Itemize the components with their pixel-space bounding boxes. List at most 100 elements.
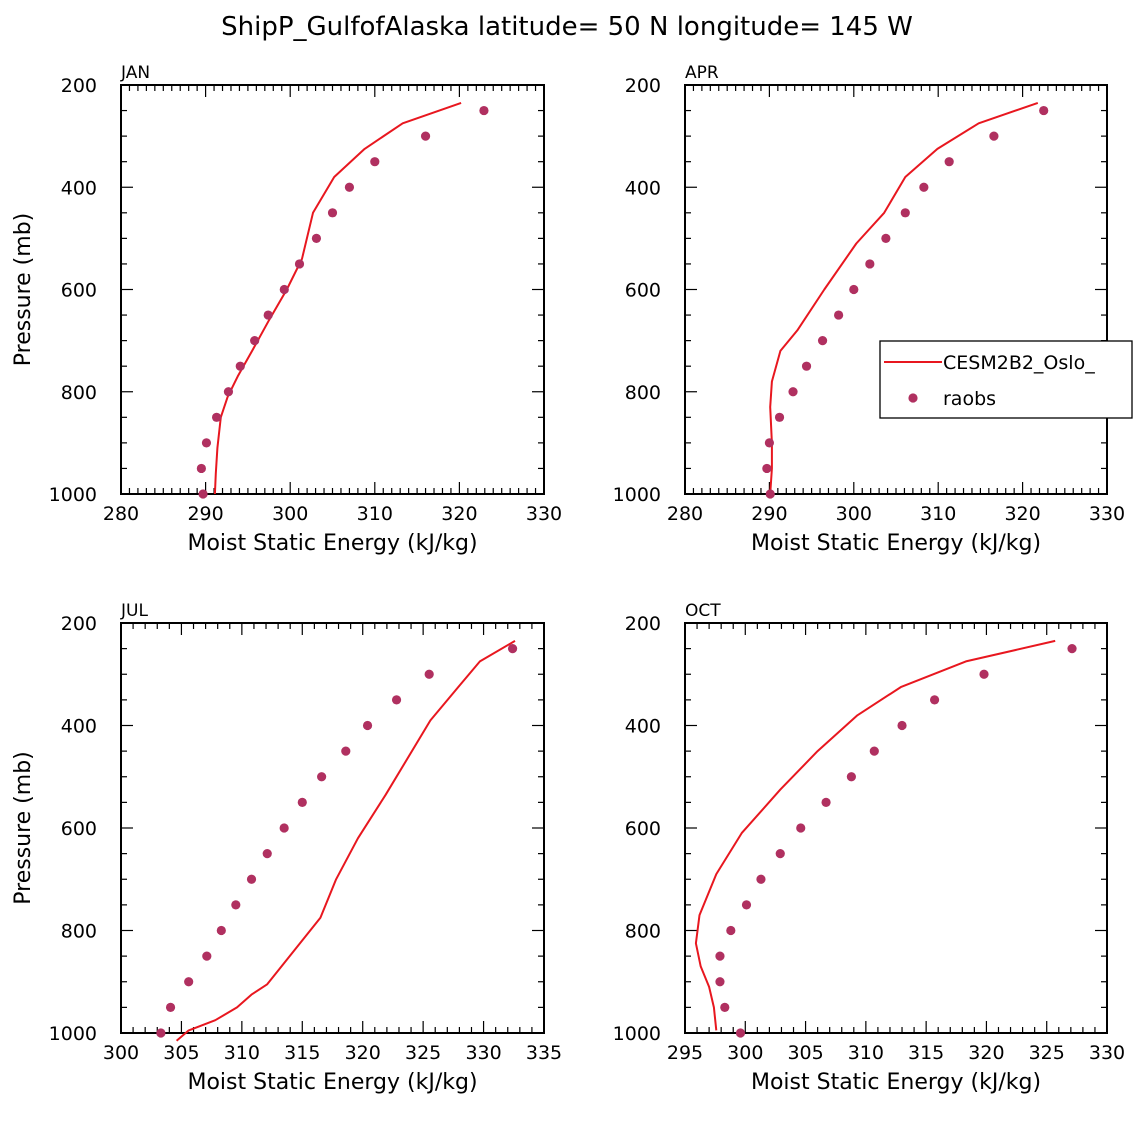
x-tick-label: 290	[751, 503, 787, 525]
panel-jul: JUL 300 305 310 315 320 325 330 335 200 400 600 800 1…	[11, 601, 562, 1095]
y-tick-label: 1000	[613, 484, 661, 506]
raobs-point	[720, 1002, 730, 1012]
raobs-point	[881, 233, 891, 243]
x-tick-label: 290	[187, 503, 223, 525]
panel-label: JAN	[120, 63, 150, 83]
x-tick-label: 335	[526, 1042, 562, 1064]
plot-frame	[120, 622, 545, 1034]
x-tick-label: 330	[526, 503, 562, 525]
y-tick-label: 200	[625, 75, 661, 97]
plot-frame	[684, 84, 1108, 495]
y-tick-label: 600	[61, 280, 97, 302]
panel-label: JUL	[120, 601, 148, 621]
raobs-point	[279, 284, 289, 295]
x-axis-label: Moist Static Energy (kJ/kg)	[187, 531, 477, 556]
panel-jan: JAN 280 290 300 310 320 330 200 400 600 800 1000 Moi…	[11, 63, 562, 556]
raobs-point	[235, 361, 245, 371]
raobs-point	[223, 387, 234, 397]
raobs-point	[989, 131, 999, 141]
panel-label: OCT	[685, 601, 721, 621]
y-tick-label: 800	[61, 921, 97, 943]
figure-title: ShipP_GulfofAlaska latitude= 50 N longit…	[221, 12, 913, 42]
model-profile-line	[769, 101, 1039, 495]
raobs-point	[201, 438, 212, 448]
x-tick-label: 315	[284, 1042, 320, 1064]
x-tick-label: 330	[1089, 503, 1125, 525]
raobs-point	[869, 746, 879, 756]
y-axis-label: Pressure (mb)	[11, 213, 36, 367]
x-tick-label: 305	[163, 1042, 199, 1064]
raobs-point	[211, 412, 222, 422]
raobs-point	[196, 463, 206, 474]
raobs-point	[246, 874, 257, 884]
x-tick-label: 320	[1004, 503, 1040, 525]
x-axis-label: Moist Static Energy (kJ/kg)	[751, 531, 1041, 556]
raobs-point	[929, 695, 940, 705]
x-tick-label: 320	[345, 1042, 381, 1064]
x-tick-label: 310	[224, 1042, 260, 1064]
x-tick-label: 300	[272, 503, 308, 525]
y-tick-label: 600	[625, 818, 661, 840]
x-tick-label: 280	[103, 503, 139, 525]
x-tick-label: 310	[357, 503, 393, 525]
y-tick-label: 400	[625, 716, 661, 738]
raobs-point	[919, 182, 929, 192]
x-tick-label: 280	[667, 503, 703, 525]
raobs-point	[479, 105, 489, 116]
raobs-point	[897, 720, 907, 731]
x-tick-label: 300	[836, 503, 872, 525]
y-tick-label: 600	[61, 818, 97, 840]
raobs-point	[344, 182, 355, 192]
y-tick-label: 1000	[49, 1023, 97, 1045]
panel-apr: APR 280 290 300 310 320 330 200 400 600 800 1000 Moi…	[613, 63, 1125, 556]
raobs-point	[311, 233, 322, 243]
plot-frame	[120, 84, 545, 495]
raobs-point	[801, 361, 812, 371]
raobs-point	[202, 951, 212, 961]
raobs-point	[391, 695, 402, 705]
raobs-point	[198, 489, 208, 499]
raobs-point	[327, 208, 338, 218]
raobs-point	[715, 951, 725, 961]
raobs-point	[788, 387, 798, 397]
raobs-point	[796, 823, 806, 833]
y-tick-label: 800	[625, 382, 661, 404]
raobs-point	[424, 669, 434, 679]
model-profile-line	[694, 639, 1056, 1031]
raobs-point	[262, 849, 272, 859]
legend-box	[879, 340, 1133, 419]
raobs-point	[263, 310, 273, 320]
raobs-point	[216, 925, 226, 936]
raobs-point	[507, 644, 518, 654]
raobs-point	[741, 900, 752, 910]
legend-entry-label: CESM2B2_Oslo_	[943, 352, 1095, 374]
raobs-point	[1039, 105, 1049, 116]
x-tick-label: 305	[787, 1042, 823, 1064]
x-tick-label: 300	[103, 1042, 139, 1064]
x-axis-label: Moist Static Energy (kJ/kg)	[751, 1070, 1041, 1095]
y-tick-label: 400	[61, 177, 97, 199]
y-tick-label: 400	[625, 177, 661, 199]
x-tick-label: 300	[727, 1042, 763, 1064]
raobs-point	[846, 772, 856, 782]
raobs-point	[165, 1002, 176, 1012]
legend-entry-label: raobs	[943, 388, 996, 410]
raobs-point	[979, 669, 989, 679]
raobs-point	[944, 157, 954, 167]
raobs-point	[370, 157, 380, 167]
raobs-point	[1067, 644, 1077, 654]
x-tick-label: 320	[968, 1042, 1004, 1064]
y-axis-label: Pressure (mb)	[11, 751, 36, 905]
raobs-point	[735, 1028, 746, 1038]
raobs-point	[900, 208, 910, 218]
raobs-point	[231, 900, 241, 910]
raobs-point	[726, 925, 736, 936]
y-tick-label: 400	[61, 716, 97, 738]
y-tick-label: 600	[625, 280, 661, 302]
x-tick-label: 320	[441, 503, 477, 525]
plot-frame	[684, 622, 1108, 1034]
x-tick-label: 325	[405, 1042, 441, 1064]
x-axis-label: Moist Static Energy (kJ/kg)	[187, 1070, 477, 1095]
raobs-point	[775, 849, 785, 859]
